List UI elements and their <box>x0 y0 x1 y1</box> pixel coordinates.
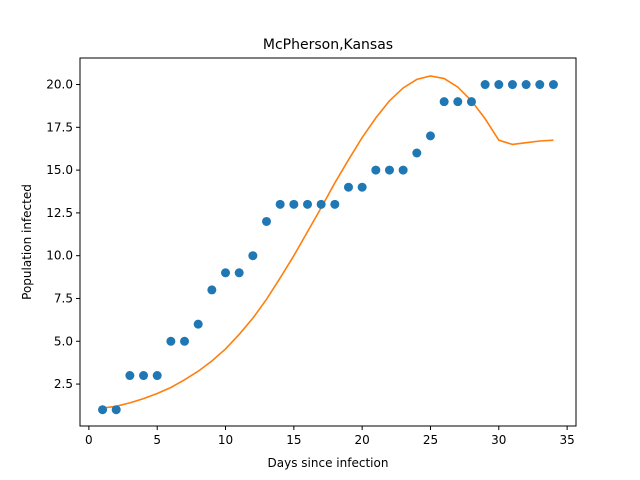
data-point <box>412 148 422 158</box>
fit-line <box>102 75 554 409</box>
data-point <box>303 199 313 209</box>
data-point <box>357 182 367 192</box>
y-axis-label: Population infected <box>20 184 34 300</box>
data-point <box>207 285 217 295</box>
data-point <box>193 319 203 329</box>
data-point <box>521 80 531 90</box>
data-point <box>275 199 285 209</box>
data-point <box>221 268 231 278</box>
x-tick-label: 10 <box>218 433 233 447</box>
data-point <box>180 336 190 346</box>
y-tick-label: 10.0 <box>46 249 73 263</box>
data-point <box>384 165 394 175</box>
data-point <box>111 405 121 415</box>
data-point <box>343 182 353 192</box>
data-point <box>316 199 326 209</box>
data-point <box>125 371 135 381</box>
y-tick-label: 17.5 <box>46 120 73 134</box>
data-point <box>330 199 340 209</box>
data-point <box>507 80 517 90</box>
x-tick-label: 5 <box>153 433 161 447</box>
y-tick-label: 20.0 <box>46 78 73 92</box>
y-tick-label: 12.5 <box>46 206 73 220</box>
y-tick-label: 2.5 <box>54 377 73 391</box>
data-point <box>494 80 504 90</box>
data-point <box>248 251 258 261</box>
data-point <box>480 80 490 90</box>
data-point <box>139 371 149 381</box>
x-tick-label: 25 <box>423 433 438 447</box>
x-tick-label: 20 <box>355 433 370 447</box>
data-point <box>166 336 176 346</box>
data-point <box>439 97 449 107</box>
chart-title: McPherson,Kansas <box>263 37 393 53</box>
data-point <box>453 97 463 107</box>
data-point <box>98 405 108 415</box>
y-tick-label: 5.0 <box>54 334 73 348</box>
x-tick-label: 30 <box>491 433 506 447</box>
data-point <box>234 268 244 278</box>
plot-frame <box>79 57 577 427</box>
y-tick-label: 7.5 <box>54 291 73 305</box>
x-axis-label: Days since infection <box>268 456 389 470</box>
x-tick-label: 15 <box>286 433 301 447</box>
data-point <box>425 131 435 141</box>
data-point <box>371 165 381 175</box>
x-tick-label: 0 <box>85 433 93 447</box>
data-point <box>466 97 476 107</box>
plot-area <box>98 75 558 415</box>
data-point <box>535 80 545 90</box>
data-point <box>152 371 162 381</box>
data-point <box>262 216 272 226</box>
x-tick-label: 35 <box>559 433 574 447</box>
y-tick-label: 15.0 <box>46 163 73 177</box>
data-point <box>398 165 408 175</box>
data-point <box>548 80 558 90</box>
data-point <box>289 199 299 209</box>
